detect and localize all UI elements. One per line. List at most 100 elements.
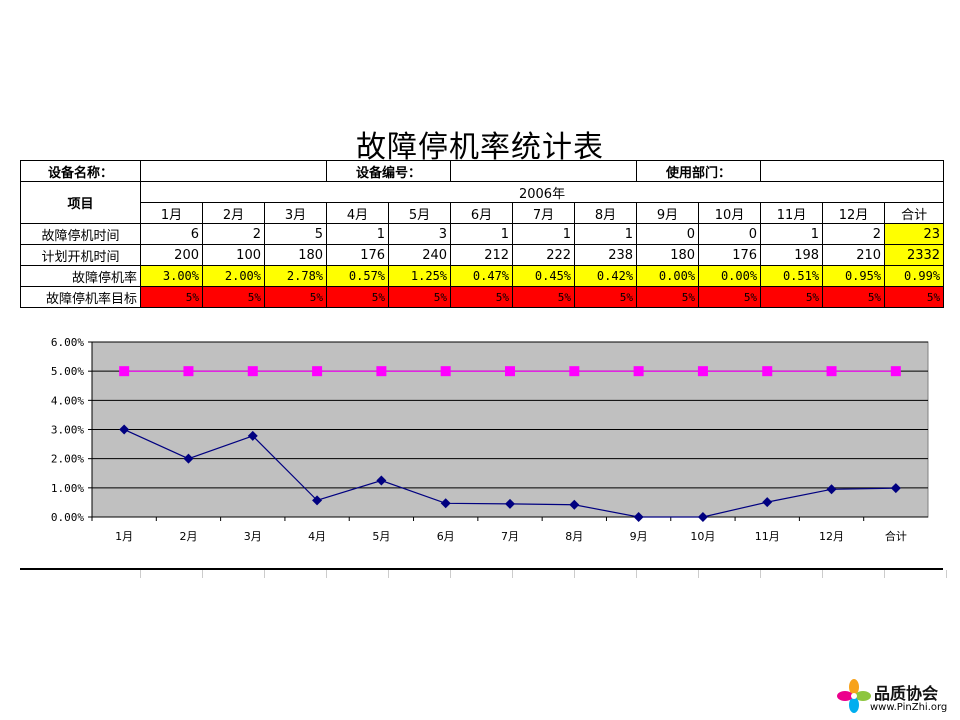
table-cell: 0.00% [636, 265, 700, 287]
equipment-code-label: 设备编号： [326, 160, 452, 182]
table-cell: 2 [822, 223, 886, 245]
month-header: 5月 [388, 202, 452, 224]
series-point [119, 366, 130, 377]
table-cell: 212 [450, 244, 514, 266]
series-point [505, 366, 515, 377]
month-header: 2月 [202, 202, 265, 224]
bottom-gridline [202, 570, 203, 578]
y-tick-label: 3.00% [51, 424, 84, 437]
table-cell: 0 [636, 223, 700, 245]
table-cell: 1 [512, 223, 576, 245]
table-cell: 5% [326, 286, 390, 308]
table-cell: 180 [636, 244, 700, 266]
y-tick-label: 5.00% [51, 365, 84, 378]
series-point [376, 366, 387, 377]
series-point [762, 497, 773, 508]
month-header: 4月 [326, 202, 390, 224]
info-row: 设备名称： 设备编号： 使用部门： [20, 160, 945, 182]
year-header: 2006年 [139, 181, 945, 203]
table-cell: 0 [698, 223, 762, 245]
bottom-gridline [698, 570, 699, 578]
series-point [247, 366, 258, 377]
department-label: 使用部门： [636, 160, 762, 182]
table-cell: 1.25% [388, 265, 452, 287]
series-point [569, 499, 580, 510]
table-cell: 5% [202, 286, 265, 308]
y-tick-label: 2.00% [51, 453, 84, 466]
logo-name: 品质协会 [874, 684, 939, 703]
logo: 品质协会 www.PinZhi.org [836, 678, 956, 718]
y-tick-label: 0.00% [51, 511, 84, 524]
month-header-row: 1月 2月 3月 4月 5月 6月 7月 8月 9月 10月 11月 12月 合计 [21, 202, 945, 224]
table-cell: 210 [822, 244, 886, 266]
table-cell: 0.00% [698, 265, 762, 287]
month-header: 合计 [884, 202, 945, 224]
y-tick-label: 4.00% [51, 394, 84, 407]
table-cell: 0.47% [450, 265, 514, 287]
department-cell[interactable] [760, 160, 945, 182]
equipment-name-cell[interactable] [139, 160, 328, 182]
series-point [569, 366, 580, 377]
month-header: 3月 [263, 202, 328, 224]
series-point [633, 366, 644, 377]
table-cell: 198 [760, 244, 824, 266]
month-header: 6月 [450, 202, 514, 224]
month-header: 9月 [636, 202, 700, 224]
bottom-gridline [140, 570, 141, 578]
series-point [762, 366, 773, 377]
flower-logo-icon [837, 679, 871, 713]
bottom-gridline [946, 570, 947, 578]
equipment-code-cell[interactable] [450, 160, 638, 182]
table-cell: 6 [140, 223, 203, 245]
table-cell: 2332 [884, 244, 945, 266]
x-tick-label: 5月 [372, 530, 390, 543]
item-header: 项目 [20, 181, 141, 224]
month-header: 12月 [822, 202, 886, 224]
series-point [440, 498, 451, 509]
x-tick-label: 3月 [244, 530, 262, 543]
x-tick-label: 12月 [819, 530, 844, 543]
table-cell: 5% [760, 286, 824, 308]
y-tick-label: 1.00% [51, 482, 84, 495]
series-point [697, 366, 708, 377]
series-point [312, 366, 323, 377]
table-cell: 2.78% [263, 265, 328, 287]
x-tick-label: 1月 [115, 530, 133, 543]
table-cell: 2.00% [202, 265, 265, 287]
table-cell: 176 [698, 244, 762, 266]
series-point [247, 430, 258, 441]
series-point [890, 366, 901, 377]
table-cell: 1 [326, 223, 390, 245]
downtime-hours-row: 故障停机时间 6 2 5 1 3 1 1 1 0 0 1 2 23 [20, 223, 945, 245]
series-point [890, 483, 901, 494]
bottom-gridline [822, 570, 823, 578]
table-cell: 5% [140, 286, 203, 308]
stats-table: 设备名称： 设备编号： 使用部门： 项目 2006年 1月 2月 3月 4月 5月 6月 7… [20, 160, 945, 308]
series-point [119, 424, 130, 435]
table-cell: 180 [263, 244, 328, 266]
table-cell: 5% [636, 286, 700, 308]
x-tick-label: 6月 [437, 530, 455, 543]
table-cell: 176 [326, 244, 390, 266]
table-cell: 1 [574, 223, 638, 245]
table-cell: 5% [822, 286, 886, 308]
table-cell: 100 [202, 244, 265, 266]
downtime-rate-row: 故障停机率 3.00% 2.00% 2.78% 0.57% 1.25% 0.47% 0.45%… [20, 265, 945, 287]
table-cell: 23 [884, 223, 945, 245]
table-cell: 0.99% [884, 265, 945, 287]
month-header: 11月 [760, 202, 824, 224]
table-cell: 0.57% [326, 265, 390, 287]
month-header: 10月 [698, 202, 762, 224]
series-point [183, 453, 194, 464]
table-cell: 5% [884, 286, 945, 308]
row-label: 计划开机时间 [20, 244, 141, 266]
bottom-gridline [326, 570, 327, 578]
bottom-border [20, 568, 943, 570]
table-cell: 0.42% [574, 265, 638, 287]
table-cell: 0.45% [512, 265, 576, 287]
x-tick-label: 9月 [630, 530, 648, 543]
series-point [376, 475, 387, 486]
x-tick-label: 合计 [885, 529, 907, 543]
x-tick-label: 11月 [755, 530, 780, 543]
x-tick-label: 10月 [690, 530, 715, 543]
